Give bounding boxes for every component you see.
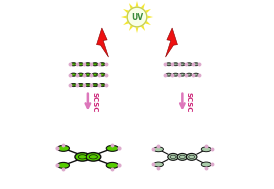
Ellipse shape (106, 162, 118, 168)
Ellipse shape (186, 63, 192, 66)
Ellipse shape (70, 73, 76, 76)
Ellipse shape (57, 145, 70, 151)
Ellipse shape (70, 63, 76, 66)
Ellipse shape (93, 74, 97, 76)
Ellipse shape (201, 147, 211, 152)
Ellipse shape (181, 74, 184, 75)
Ellipse shape (86, 153, 101, 161)
Ellipse shape (101, 74, 104, 76)
Ellipse shape (72, 74, 75, 76)
Ellipse shape (57, 162, 70, 168)
Ellipse shape (89, 155, 97, 159)
Ellipse shape (78, 63, 84, 66)
Ellipse shape (179, 73, 185, 76)
Ellipse shape (79, 84, 82, 86)
Ellipse shape (101, 63, 104, 65)
Polygon shape (136, 1, 138, 7)
Ellipse shape (193, 73, 199, 76)
Ellipse shape (86, 74, 90, 76)
Polygon shape (147, 15, 153, 19)
Polygon shape (129, 25, 133, 31)
Ellipse shape (75, 153, 90, 161)
Polygon shape (96, 28, 109, 57)
Ellipse shape (93, 84, 97, 86)
Polygon shape (145, 9, 151, 13)
Polygon shape (136, 27, 138, 33)
Ellipse shape (101, 84, 104, 86)
Ellipse shape (177, 153, 188, 160)
Ellipse shape (78, 155, 87, 159)
Ellipse shape (186, 153, 197, 160)
Ellipse shape (85, 84, 91, 87)
Ellipse shape (187, 74, 191, 75)
Ellipse shape (86, 84, 90, 86)
Ellipse shape (201, 162, 211, 167)
Ellipse shape (79, 74, 82, 76)
Ellipse shape (174, 64, 177, 65)
Ellipse shape (166, 73, 172, 76)
Ellipse shape (168, 153, 178, 160)
Polygon shape (141, 25, 145, 31)
Ellipse shape (85, 73, 91, 76)
Ellipse shape (72, 84, 75, 86)
Ellipse shape (189, 155, 195, 159)
Ellipse shape (99, 84, 105, 87)
Polygon shape (165, 28, 178, 57)
Ellipse shape (92, 73, 98, 76)
Ellipse shape (92, 63, 98, 66)
Ellipse shape (194, 64, 198, 65)
Polygon shape (123, 9, 129, 13)
Ellipse shape (106, 145, 118, 151)
Ellipse shape (93, 63, 97, 65)
Polygon shape (145, 21, 151, 25)
Polygon shape (123, 21, 129, 25)
Ellipse shape (78, 73, 84, 76)
Ellipse shape (173, 63, 178, 66)
Text: SCSC: SCSC (186, 92, 192, 112)
Ellipse shape (179, 155, 185, 159)
Ellipse shape (92, 84, 98, 87)
Ellipse shape (86, 63, 90, 65)
Ellipse shape (153, 162, 164, 167)
Ellipse shape (187, 64, 191, 65)
Ellipse shape (181, 64, 184, 65)
Polygon shape (141, 3, 145, 9)
Ellipse shape (173, 73, 178, 76)
Ellipse shape (170, 155, 176, 159)
Ellipse shape (194, 74, 198, 75)
Polygon shape (129, 3, 133, 9)
Ellipse shape (99, 73, 105, 76)
Ellipse shape (72, 63, 75, 65)
Ellipse shape (179, 63, 185, 66)
Ellipse shape (79, 63, 82, 65)
Circle shape (127, 7, 147, 27)
Ellipse shape (99, 63, 105, 66)
Ellipse shape (153, 147, 164, 152)
Ellipse shape (70, 84, 76, 87)
Ellipse shape (166, 63, 172, 66)
Text: UV: UV (131, 12, 143, 22)
Ellipse shape (167, 74, 170, 75)
Ellipse shape (85, 63, 91, 66)
Ellipse shape (193, 63, 199, 66)
Ellipse shape (78, 84, 84, 87)
Ellipse shape (186, 73, 192, 76)
Ellipse shape (174, 74, 177, 75)
Polygon shape (121, 15, 127, 19)
Ellipse shape (167, 64, 170, 65)
Text: SCSC: SCSC (91, 92, 97, 112)
